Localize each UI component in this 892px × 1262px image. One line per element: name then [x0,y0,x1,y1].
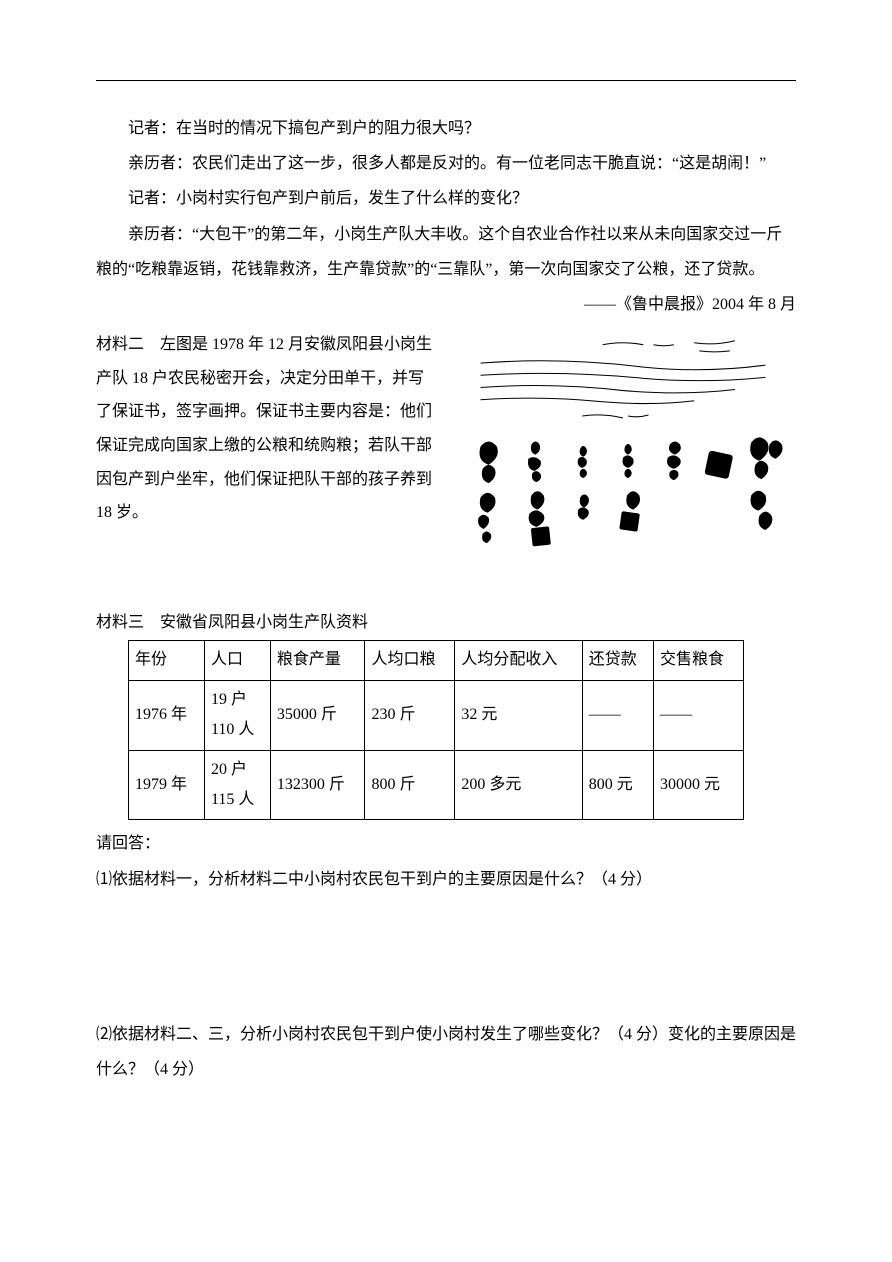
cell: 1976 年 [129,680,205,750]
col-sold: 交售粮食 [654,641,744,680]
cell: 800 元 [582,750,653,820]
answer-space-1 [96,897,796,1017]
col-percap: 人均口粮 [365,641,455,680]
table-row: 1979 年 20 户115 人 132300 斤 800 斤 200 多元 8… [129,750,744,820]
cell: 20 户115 人 [204,750,270,820]
handprint-svg [450,328,796,565]
cell: 19 户110 人 [204,680,270,750]
col-pop: 人口 [204,641,270,680]
cell: 32 元 [455,680,582,750]
material-two-block: 材料二 左图是 1978 年 12 月安徽凤阳县小岗生产队 18 户农民秘密开会… [96,328,796,565]
dialogue-line-2: 亲历者：农民们走出了这一步，很多人都是反对的。有一位老同志干脆直说：“这是胡闹！… [96,146,796,181]
col-loan: 还贷款 [582,641,653,680]
dialogue-line-3: 记者：小岗村实行包产到户前后，发生了什么样的变化？ [96,181,796,216]
cell: 230 斤 [365,680,455,750]
dialogue-line-4: 亲历者：“大包干”的第二年，小岗生产队大丰收。这个自农业合作社以来从未向国家交过… [96,217,796,287]
question-2: ⑵依据材料二、三，分析小岗村农民包干到户使小岗村发生了哪些变化？（4 分）变化的… [96,1017,796,1087]
dialogue-line-1: 记者：在当时的情况下搞包产到户的阻力很大吗？ [96,111,796,146]
cell: 200 多元 [455,750,582,820]
table-header-row: 年份 人口 粮食产量 人均口粮 人均分配收入 还贷款 交售粮食 [129,641,744,680]
material-three-title: 材料三 安徽省凤阳县小岗生产队资料 [96,605,796,640]
col-income: 人均分配收入 [455,641,582,680]
questions-intro: 请回答： [96,826,796,861]
source-line: ——《鲁中晨报》2004 年 8 月 [96,287,796,322]
material-two-body: 材料二 左图是 1978 年 12 月安徽凤阳县小岗生产队 18 户农民秘密开会… [96,336,432,521]
table-row: 1976 年 19 户110 人 35000 斤 230 斤 32 元 —— —… [129,680,744,750]
cell: 132300 斤 [270,750,365,820]
cell: 1979 年 [129,750,205,820]
top-rule [96,80,796,81]
col-grain: 粮食产量 [270,641,365,680]
handprint-image [450,328,796,565]
question-1: ⑴依据材料一，分析材料二中小岗村农民包干到户的主要原因是什么？（4 分） [96,862,796,897]
col-year: 年份 [129,641,205,680]
document-page: 记者：在当时的情况下搞包产到户的阻力很大吗？ 亲历者：农民们走出了这一步，很多人… [0,0,892,1262]
cell: 30000 元 [654,750,744,820]
material-two-text: 材料二 左图是 1978 年 12 月安徽凤阳县小岗生产队 18 户农民秘密开会… [96,328,432,565]
cell: 800 斤 [365,750,455,820]
cell: —— [654,680,744,750]
cell: 35000 斤 [270,680,365,750]
data-table: 年份 人口 粮食产量 人均口粮 人均分配收入 还贷款 交售粮食 1976 年 1… [128,640,744,820]
cell: —— [582,680,653,750]
